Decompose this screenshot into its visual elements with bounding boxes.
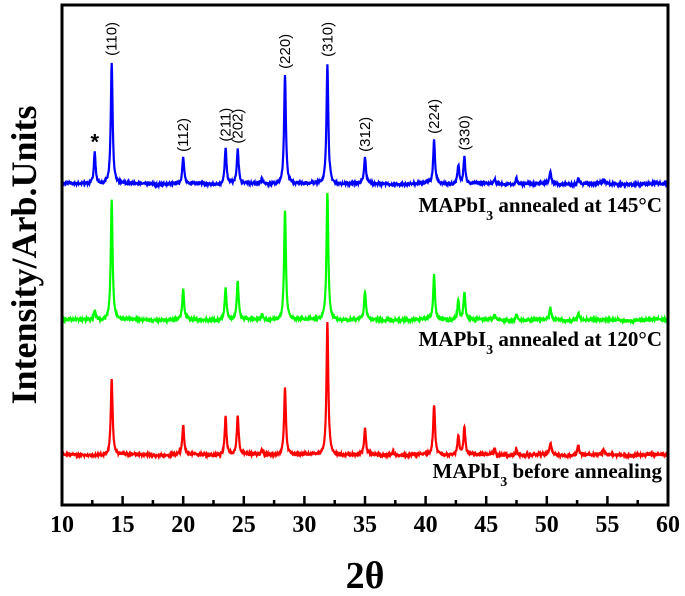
x-tick-label: 40 [414, 512, 438, 538]
x-tick-label: 35 [353, 512, 377, 538]
series-label-rest: before annealing [507, 459, 662, 483]
series-label-main: MAPbI [433, 459, 501, 483]
series-label-main: MAPbI [419, 193, 487, 217]
hkl-label: (330) [456, 115, 473, 150]
x-tick-label: 15 [111, 512, 135, 538]
series-label-subscript: 3 [486, 343, 493, 358]
hkl-label: (110) [104, 22, 121, 56]
series-label-rest: annealed at 145°C [493, 193, 662, 217]
x-tick-label: 50 [535, 512, 559, 538]
series-label-subscript: 3 [500, 475, 507, 490]
x-tick-label: 60 [656, 512, 680, 538]
series-label-subscript: 3 [486, 209, 493, 224]
asterisk-annotation: * [90, 129, 99, 154]
y-axis-title: Intensity/Arb.Units [4, 105, 44, 404]
series-line-0 [60, 62, 669, 190]
x-tick-label: 10 [50, 512, 74, 538]
hkl-label: (211) [218, 108, 235, 142]
x-tick-label: 55 [595, 512, 619, 538]
hkl-label: (112) [175, 118, 192, 152]
series-line-1 [60, 192, 670, 326]
hkl-label: (220) [277, 34, 294, 69]
x-axis-ticks: 10 15 20 25 30 35 40 45 50 55 60 [50, 496, 680, 538]
series-label-rest: annealed at 120°C [493, 327, 662, 351]
x-tick-label: 25 [232, 512, 256, 538]
series-line-2 [60, 321, 670, 461]
series-label: MAPbI3 annealed at 145°C [419, 193, 663, 224]
series-label: MAPbI3 before annealing [433, 459, 663, 490]
x-tick-label: 20 [171, 512, 195, 538]
hkl-label: (224) [426, 99, 443, 134]
x-axis-title: 2θ [346, 555, 385, 596]
x-tick-label: 45 [474, 512, 498, 538]
hkl-label: (310) [319, 22, 336, 57]
hkl-label: (312) [357, 117, 374, 152]
hkl-label: (202) [230, 109, 247, 144]
series-label: MAPbI3 annealed at 120°C [419, 327, 663, 358]
x-tick-label: 30 [292, 512, 316, 538]
series-label-main: MAPbI [419, 327, 487, 351]
peak-annotations: * (110) (112) (211)(202) (220) (310) (312) (224… [90, 22, 473, 155]
series-layer [60, 62, 670, 461]
